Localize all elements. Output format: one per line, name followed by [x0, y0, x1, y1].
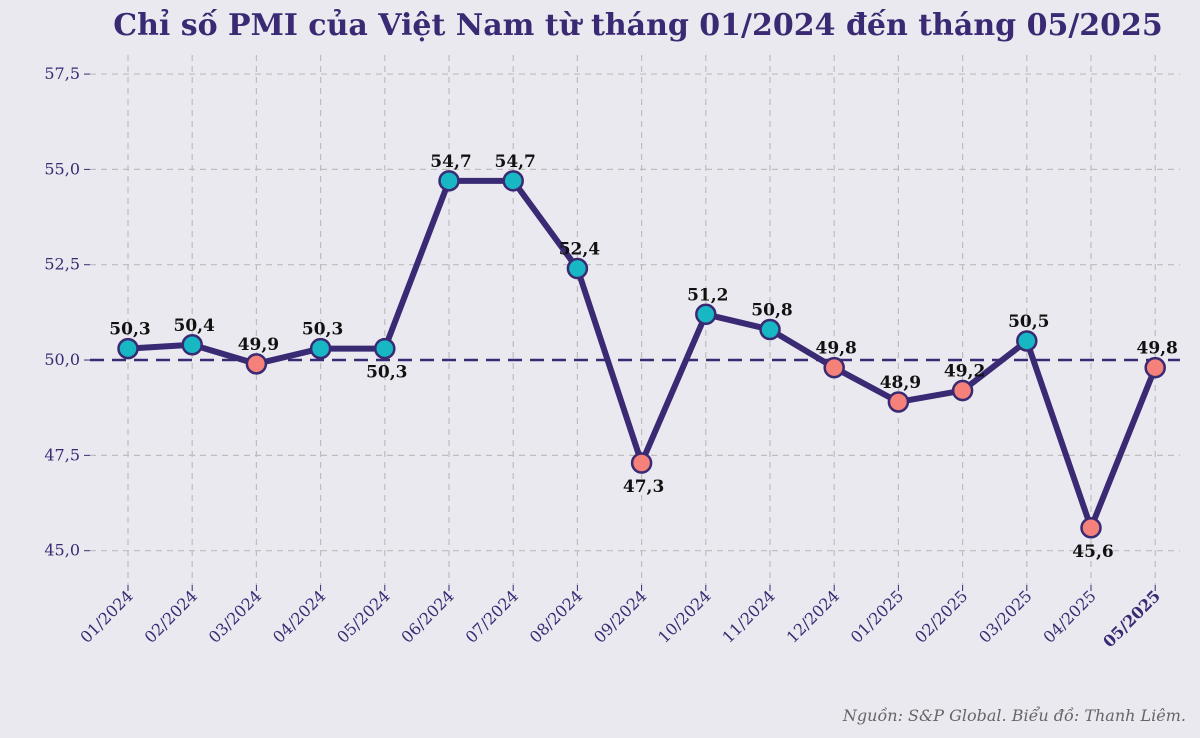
x-tick-label: 12/2024: [783, 586, 843, 646]
x-tick-label: 09/2024: [590, 586, 650, 646]
data-point: [245, 353, 268, 375]
data-point: [181, 334, 203, 356]
data-label: 50,3: [109, 320, 150, 340]
data-label: 54,7: [430, 152, 471, 172]
data-point: [630, 452, 653, 474]
y-tick-label: 55,0: [44, 159, 80, 178]
y-tick-label: 57,5: [44, 64, 80, 83]
data-point: [1080, 517, 1102, 539]
data-labels-layer: 50,3 50,4 49,9 50,3 50,3 54,7 54,7 52,4 47,3 51,2…: [109, 152, 1178, 562]
y-tick-label: 47,5: [44, 445, 80, 464]
data-label: 50,5: [1008, 312, 1049, 332]
x-tick-label: 07/2024: [462, 586, 522, 646]
x-tick-label: 05/2024: [333, 586, 393, 646]
y-tick-label: 45,0: [44, 541, 80, 560]
y-tick-label: 52,5: [44, 255, 80, 274]
data-point: [117, 337, 139, 360]
data-point: [438, 170, 460, 192]
x-tick-label: 01/2024: [76, 586, 136, 646]
x-tick-label: 11/2024: [718, 586, 778, 646]
data-point: [823, 356, 845, 379]
x-tick-label: 02/2025: [911, 586, 971, 646]
data-point: [566, 257, 589, 280]
data-label: 52,4: [559, 240, 601, 260]
data-point: [309, 337, 332, 360]
x-tick-label: 01/2025: [847, 586, 907, 646]
data-label: 54,7: [494, 152, 535, 172]
x-axis: 01/2024 02/2024 03/2024 04/2024 05/2024 06/20…: [76, 585, 1164, 651]
data-label: 49,8: [1136, 339, 1177, 359]
x-tick-label: 06/2024: [397, 586, 457, 646]
x-tick-label: 04/2024: [269, 586, 329, 646]
data-label: 50,8: [751, 301, 792, 321]
data-label: 49,2: [944, 362, 985, 382]
y-axis: 45,0 47,5 50,0 52,5 55,0 57,5: [44, 64, 90, 560]
data-label: 49,9: [238, 335, 279, 355]
data-label: 48,9: [880, 373, 921, 393]
data-point: [695, 303, 717, 326]
data-label: 50,4: [173, 316, 215, 336]
x-tick-label: 10/2024: [654, 586, 714, 646]
x-tick-label-highlight: 05/2025: [1099, 586, 1164, 651]
x-tick-label: 08/2024: [526, 586, 586, 646]
data-points-layer: [117, 170, 1166, 539]
data-label: 49,8: [815, 339, 856, 359]
x-tick-label: 03/2024: [205, 586, 265, 646]
data-label: 50,3: [366, 363, 407, 383]
x-tick-label: 02/2024: [141, 586, 201, 646]
data-label: 51,2: [687, 285, 728, 305]
source-note: Nguồn: S&P Global. Biểu đồ: Thanh Liêm.: [842, 706, 1186, 725]
chart-title: Chỉ số PMI của Việt Nam từ tháng 01/2024…: [113, 8, 1163, 43]
data-point: [1144, 356, 1166, 379]
data-label: 47,3: [623, 477, 664, 497]
data-point: [759, 318, 781, 341]
data-label: 50,3: [302, 320, 343, 340]
x-tick-label: 03/2025: [975, 586, 1035, 646]
data-point: [951, 379, 974, 402]
data-label: 45,6: [1072, 542, 1113, 562]
y-tick-label: 50,0: [44, 350, 80, 369]
data-point: [374, 337, 396, 360]
data-point: [887, 391, 910, 413]
data-point: [1016, 330, 1038, 352]
data-point: [502, 170, 524, 192]
x-tick-label: 04/2025: [1039, 586, 1099, 646]
